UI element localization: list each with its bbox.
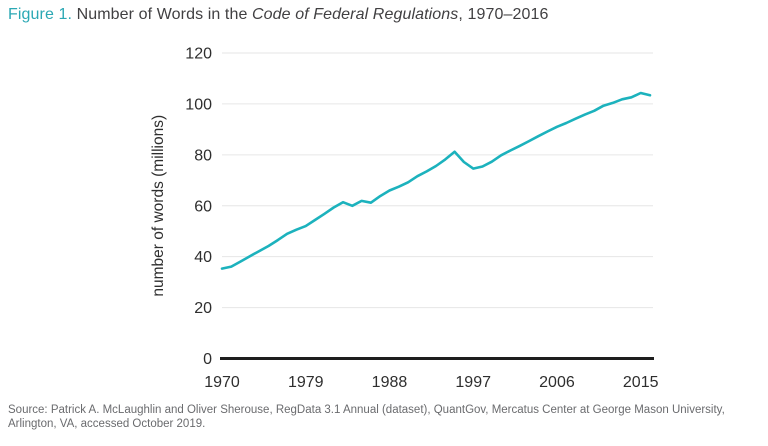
title-suffix-text: , 1970–2016	[458, 6, 549, 23]
x-tick-label: 1979	[288, 374, 324, 391]
y-tick-label: 20	[194, 300, 212, 317]
x-tick-label: 1970	[204, 374, 240, 391]
source-citation: Source: Patrick A. McLaughlin and Oliver…	[8, 403, 725, 432]
figure-title: Figure 1. Number of Words in the Code of…	[8, 6, 548, 24]
figure-number-label: Figure 1.	[8, 6, 73, 23]
y-tick-label: 80	[194, 147, 212, 164]
data-series-line	[220, 91, 652, 270]
y-tick-label: 120	[185, 46, 212, 63]
y-tick-label: 60	[194, 198, 212, 215]
title-text: Number of Words in the	[72, 6, 253, 23]
y-tick-label: 100	[185, 96, 212, 113]
line-chart: 0 20 40 60 80 100 120 1970 1979 1988 1997 2006 2015 n…	[150, 46, 659, 392]
y-tick-label: 40	[194, 249, 212, 266]
y-axis-title: number of words (millions)	[150, 115, 167, 297]
x-tick-label: 2015	[623, 374, 659, 391]
source-line-2: Arlington, VA, accessed October 2019.	[8, 418, 206, 431]
x-tick-label: 2006	[539, 374, 575, 391]
x-tick-label: 1988	[372, 374, 408, 391]
y-tick-label: 0	[203, 351, 212, 368]
title-italic-text: Code of Federal Regulations	[252, 6, 459, 23]
x-tick-label: 1997	[455, 374, 491, 391]
source-line-1: Source: Patrick A. McLaughlin and Oliver…	[8, 404, 725, 416]
